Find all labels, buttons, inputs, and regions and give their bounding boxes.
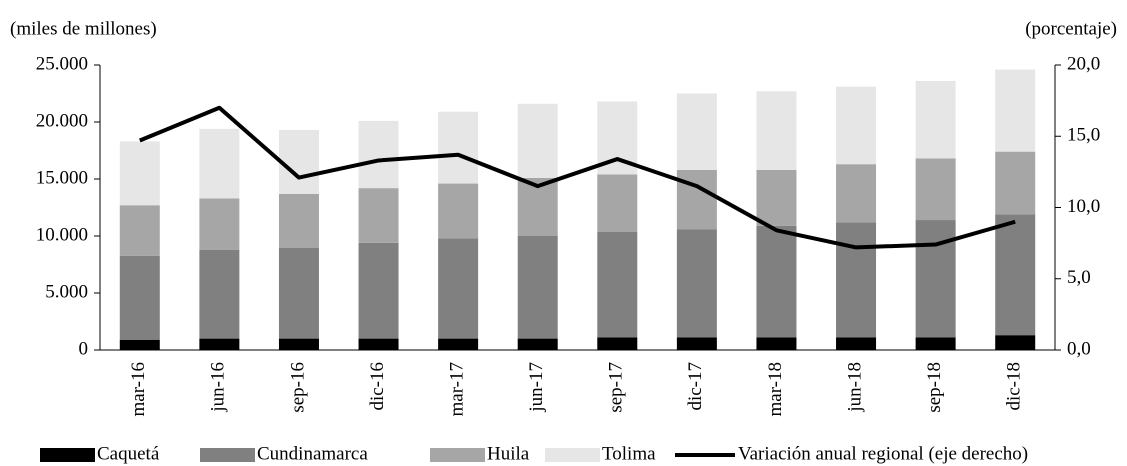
legend-label: Caquetá — [97, 443, 160, 464]
bar — [597, 337, 638, 350]
bar — [199, 198, 240, 250]
bar — [438, 238, 479, 339]
bar — [836, 86, 877, 165]
x-tick-label: sep-17 — [606, 362, 627, 413]
x-tick-label: jun-17 — [526, 362, 547, 413]
bar — [358, 242, 399, 339]
x-tick-label: sep-18 — [924, 362, 945, 413]
y2-tick-label: 15,0 — [1067, 125, 1100, 146]
bar — [915, 220, 956, 338]
y-tick-label: 0 — [79, 338, 89, 359]
bar — [995, 214, 1036, 336]
y-axis-label: (miles de millones) — [10, 18, 157, 39]
y-tick-label: 20.000 — [36, 110, 88, 131]
line — [139, 105, 1016, 250]
bar — [756, 337, 797, 350]
y-tick-label: 5.000 — [45, 281, 88, 302]
bar — [517, 236, 558, 339]
bar — [358, 120, 399, 189]
bar — [756, 91, 797, 170]
y-tick-label: 15.000 — [36, 167, 88, 188]
bar — [756, 225, 797, 338]
bar — [915, 80, 956, 159]
bar — [597, 232, 638, 338]
x-tick-label: jun-18 — [844, 362, 865, 413]
bar — [358, 338, 399, 350]
bar — [517, 103, 558, 178]
x-tick-label: dic-16 — [367, 362, 388, 411]
bar — [756, 169, 797, 226]
bar — [438, 111, 479, 184]
y-tick-label: 10.000 — [36, 224, 88, 245]
legend-label: Variación anual regional (eje derecho) — [738, 443, 1028, 464]
legend-swatch — [430, 448, 485, 462]
bar — [836, 164, 877, 223]
bar — [995, 69, 1036, 152]
bar — [676, 169, 717, 230]
y-tick-label: 25.000 — [36, 53, 88, 74]
bar — [119, 141, 160, 206]
bar — [278, 129, 319, 194]
legend-swatch — [200, 448, 255, 462]
bar — [199, 249, 240, 339]
bar — [199, 338, 240, 350]
x-tick-label: sep-16 — [287, 362, 308, 413]
y2-tick-label: 0,0 — [1067, 338, 1091, 359]
bar — [915, 158, 956, 221]
legend-label: Huila — [487, 443, 530, 464]
legend-label: Tolima — [602, 443, 656, 464]
bar — [358, 188, 399, 243]
x-tick-label: dic-17 — [685, 362, 706, 411]
y2-tick-label: 5,0 — [1067, 267, 1091, 288]
bar — [119, 339, 160, 350]
x-tick-label: jun-16 — [208, 362, 229, 413]
bar — [517, 338, 558, 350]
y2-tick-label: 20,0 — [1067, 53, 1100, 74]
bar — [438, 338, 479, 350]
bar — [438, 183, 479, 239]
legend-swatch — [40, 448, 95, 462]
bar — [278, 247, 319, 339]
bar — [915, 337, 956, 350]
y2-axis-label: (porcentaje) — [1025, 18, 1117, 39]
bar — [995, 335, 1036, 350]
x-tick-label: mar-18 — [765, 362, 786, 417]
bar — [278, 193, 319, 248]
x-tick-label: dic-18 — [1004, 362, 1025, 411]
legend-swatch — [545, 448, 600, 462]
bar — [676, 337, 717, 350]
bar — [676, 229, 717, 338]
bar — [995, 151, 1036, 215]
bar — [119, 205, 160, 256]
y2-tick-label: 10,0 — [1067, 196, 1100, 217]
bar — [676, 93, 717, 170]
legend-label: Cundinamarca — [257, 443, 368, 464]
bar — [278, 338, 319, 350]
x-tick-label: mar-16 — [128, 362, 149, 417]
bar — [199, 128, 240, 199]
x-tick-label: mar-17 — [446, 362, 467, 417]
bar — [836, 222, 877, 338]
bar — [597, 174, 638, 233]
bar — [836, 337, 877, 350]
bar — [119, 255, 160, 340]
